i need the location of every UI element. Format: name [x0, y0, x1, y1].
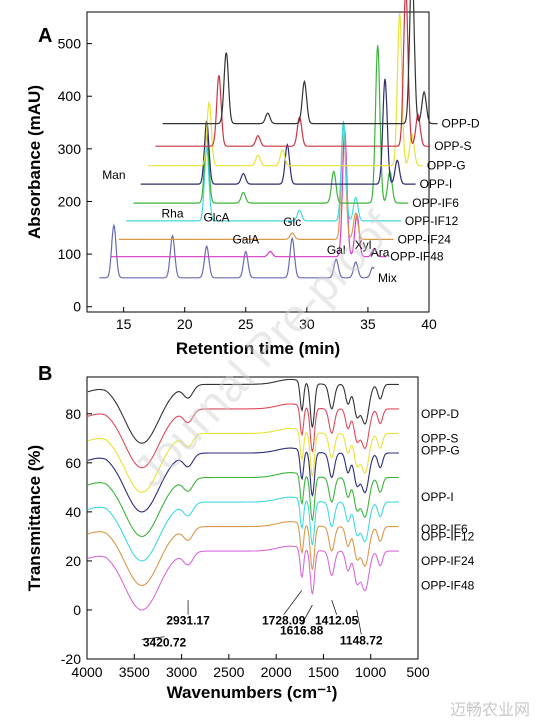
legend-opp-s: OPP-S: [434, 139, 471, 153]
legend-opp-if48: OPP-IF48: [421, 578, 475, 592]
legend-opp-if24: OPP-IF24: [421, 554, 475, 568]
panel-b-x-tick-label: 500: [406, 664, 430, 680]
panel-b-y-tick-label: 0: [73, 602, 81, 618]
panel-a-x-tick-label: 20: [177, 316, 193, 332]
peak-label-3420.72: 3420.72: [143, 636, 187, 650]
panel-b-x-tick-label: 3000: [166, 664, 197, 680]
panel-a-frame: [86, 11, 430, 313]
legend-opp-g: OPP-G: [427, 159, 466, 173]
panel-b-y-tick-label: 20: [65, 553, 81, 569]
panel-a-x-tick-label: 25: [238, 316, 254, 332]
spectrum-opp-if48: [87, 545, 399, 611]
peak-label-ara: Ara: [371, 246, 390, 260]
panel-a-x-tick-label: 40: [421, 316, 437, 332]
legend-opp-if24: OPP-IF24: [398, 232, 452, 246]
legend-opp-d: OPP-D: [421, 407, 459, 421]
peak-label-rha: Rha: [161, 206, 183, 220]
peak-label-gal: Gal: [327, 243, 346, 257]
panel-a-y-tick-label: 300: [58, 141, 82, 157]
trace-opp-if12: [126, 120, 401, 222]
panel-a-x-tick-label: 35: [360, 316, 376, 332]
peak-leader-3420.72: [141, 636, 165, 640]
legend-opp-d: OPP-D: [442, 117, 480, 131]
peak-leader-1148.72: [356, 609, 362, 635]
spectrum-opp-g: [87, 427, 399, 493]
trace-opp-d: [162, 0, 438, 125]
panel-a-letter: A: [38, 25, 52, 47]
legend-opp-if48: OPP-IF48: [390, 250, 444, 264]
spectrum-opp-i: [87, 447, 399, 513]
panel-a-y-tick-label: 100: [58, 246, 82, 262]
peak-label-1148.72: 1148.72: [340, 633, 383, 647]
peak-label-1412.05: 1412.05: [315, 614, 359, 628]
legend-opp-i: OPP-I: [421, 490, 454, 504]
panel-b-y-tick-label: 40: [65, 504, 81, 520]
spectrum-opp-d: [87, 378, 399, 444]
panel-a-y-tick-label: 0: [73, 299, 81, 315]
panel-b-x-tick-label: 1000: [355, 664, 386, 680]
panel-b-x-tick-label: 3500: [119, 664, 150, 680]
peak-leader-1412.05: [331, 600, 338, 615]
peak-label-2931.17: 2931.17: [166, 614, 210, 628]
panel-b-x-tick-label: 2000: [261, 664, 292, 680]
panel-b-traces: [87, 378, 399, 611]
panel-a-x-tick-label: 15: [116, 316, 132, 332]
spectrum-opp-s: [87, 403, 399, 469]
panel-b: B 4000 3500 3000 2500 2000 1500 1000 500-200204…: [25, 363, 475, 702]
trace-mix: [99, 223, 375, 279]
panel-a-x-axis-label: Retention time (min): [176, 339, 340, 358]
legend-opp-if12: OPP-IF12: [405, 214, 459, 228]
panel-a-y-axis-label: Absorbance (mAU): [25, 85, 44, 239]
peak-leader-1728.09: [283, 590, 303, 615]
peak-label-1616.88: 1616.88: [280, 623, 324, 637]
peak-label-xyl: Xyl: [355, 238, 372, 252]
panel-b-y-tick-label: 60: [65, 455, 81, 471]
trace-opp-if48: [111, 130, 387, 258]
panel-a-y-tick-label: 500: [58, 36, 82, 52]
legend-opp-i: OPP-I: [420, 177, 453, 191]
panel-b-axes: 4000 3500 3000 2500 2000 1500 1000 500 -20 0 20 40 6…: [61, 406, 430, 680]
panel-a-legend: Mix OPP-IF48 OPP-IF24 OPP-IF12 OPP-IF6 OPP-I O…: [378, 117, 480, 285]
panel-b-frame: [86, 376, 419, 660]
legend-opp-if6: OPP-IF6: [412, 196, 459, 210]
panel-b-y-tick-label: -20: [61, 651, 81, 667]
panel-b-x-axis-label: Wavenumbers (cm⁻¹): [167, 683, 338, 702]
legend-mix: Mix: [378, 271, 397, 285]
trace-opp-i: [140, 78, 416, 185]
panel-a-x-tick-label: 30: [299, 316, 315, 332]
spectrum-opp-if12: [87, 496, 399, 562]
panel-a-traces: [99, 0, 438, 279]
panel-b-letter: B: [38, 363, 52, 385]
spectrum-opp-if24: [87, 521, 399, 586]
trace-opp-if24: [118, 123, 394, 240]
panel-b-x-tick-label: 1500: [308, 664, 339, 680]
peak-label-gala: GalA: [232, 233, 259, 247]
trace-opp-g: [148, 13, 423, 167]
panel-a-y-tick-label: 200: [58, 193, 82, 209]
spectrum-opp-if6: [87, 472, 399, 537]
peak-label-glca: GlcA: [203, 210, 229, 224]
peak-label-man: Man: [102, 168, 125, 182]
legend-opp-g: OPP-G: [421, 444, 460, 458]
panel-b-x-tick-label: 2500: [213, 664, 244, 680]
panel-b-x-tick-label: 4000: [71, 664, 102, 680]
legend-opp-s: OPP-S: [421, 431, 458, 445]
panel-b-y-axis-label: Transmittance (%): [25, 445, 44, 591]
peak-leader-1616.88: [301, 604, 313, 625]
trace-opp-s: [155, 0, 431, 147]
panel-a-y-tick-label: 400: [58, 88, 82, 104]
panel-b-y-tick-label: 80: [65, 406, 81, 422]
peak-label-1728.09: 1728.09: [262, 614, 306, 628]
legend-opp-if6: OPP-IF6: [421, 522, 468, 536]
trace-opp-if6: [133, 45, 409, 204]
footer-site-name: 迈畅农业网: [450, 701, 530, 719]
peak-label-glc: Glc: [283, 215, 301, 229]
legend-opp-if12: OPP-IF12: [421, 529, 475, 543]
